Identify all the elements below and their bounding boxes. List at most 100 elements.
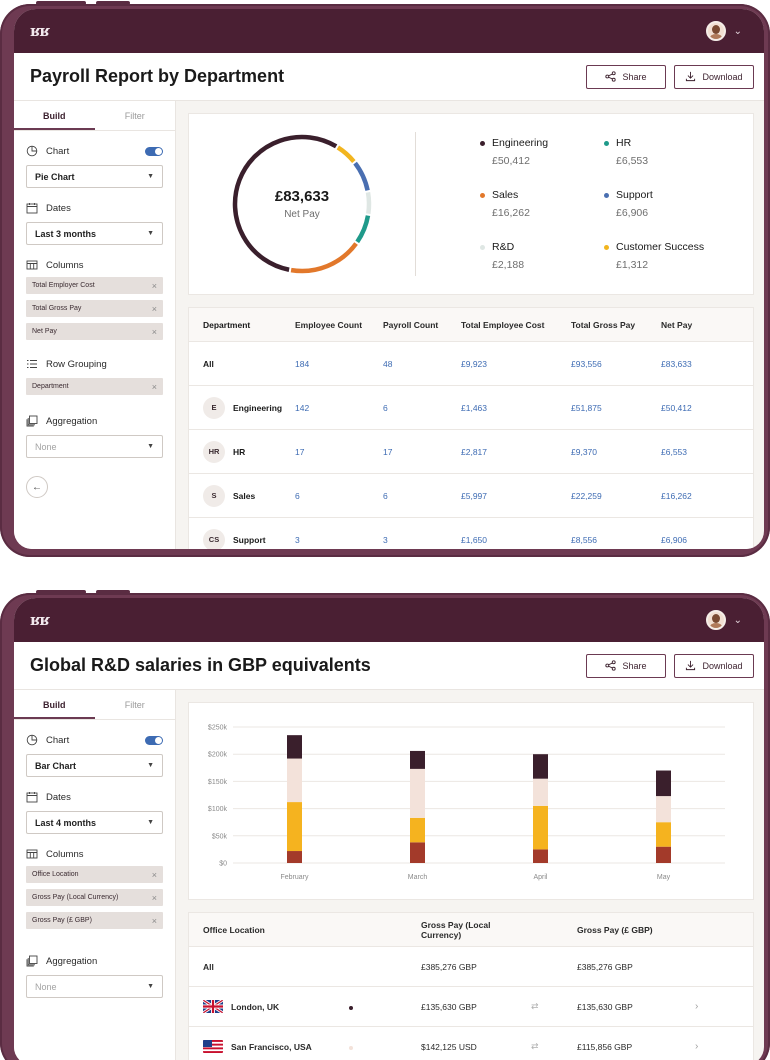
table-row[interactable]: London, UK £135,630 GBP ⇄ £135,630 GBP › xyxy=(189,987,753,1027)
bar-segment-april-3[interactable] xyxy=(533,754,548,779)
donut-slice-sales[interactable] xyxy=(290,242,358,274)
column-chip[interactable]: Total Employer Cost × xyxy=(26,277,163,294)
tab-build[interactable]: Build xyxy=(14,690,95,719)
chevron-right-icon[interactable]: › xyxy=(695,1001,699,1012)
aggregation-select[interactable]: None ▼ xyxy=(26,975,163,998)
app-logo[interactable]: ʁʁ xyxy=(30,611,50,629)
column-chip[interactable]: Total Gross Pay × xyxy=(26,300,163,317)
table-row[interactable]: S Sales 6 6 £5,997 £22,259 £16,262 xyxy=(189,474,753,518)
chart-type-select[interactable]: Bar Chart ▼ xyxy=(26,754,163,777)
chevron-down-icon[interactable]: ⌄ xyxy=(733,614,742,626)
donut-slice-r-d[interactable] xyxy=(365,191,372,214)
table-row[interactable]: CS Support 3 3 £1,650 £8,556 £6,906 xyxy=(189,518,753,549)
chart-toggle[interactable] xyxy=(145,735,163,745)
aggregation-section-label: Aggregation xyxy=(26,415,163,427)
download-icon xyxy=(686,71,696,82)
legend-item-hr[interactable]: HR £6,553 xyxy=(604,137,724,167)
column-chip[interactable]: Gross Pay (Local Currency) × xyxy=(26,889,163,906)
tab-build[interactable]: Build xyxy=(14,101,95,130)
department-badge: HR xyxy=(203,440,225,463)
dates-section-label: Dates xyxy=(26,791,163,803)
chevron-right-icon[interactable]: › xyxy=(695,1041,699,1052)
bar-segment-april-0[interactable] xyxy=(533,849,548,863)
column-chip[interactable]: Gross Pay (£ GBP) × xyxy=(26,912,163,929)
bar-segment-february-0[interactable] xyxy=(287,851,302,863)
chevron-down-icon[interactable]: ⌄ xyxy=(733,25,742,37)
x-tick-label: April xyxy=(533,874,547,881)
legend-swatch xyxy=(480,244,485,250)
legend-item-engineering[interactable]: Engineering £50,412 xyxy=(480,137,604,167)
column-chip[interactable]: Net Pay × xyxy=(26,323,163,340)
chart-icon xyxy=(26,145,38,157)
bar-segment-may-1[interactable] xyxy=(656,822,671,847)
bar-segment-february-1[interactable] xyxy=(287,802,302,852)
dates-select[interactable]: Last 3 months ▼ xyxy=(26,222,163,245)
table-row[interactable]: HR HR 17 17 £2,817 £9,370 £6,553 xyxy=(189,430,753,474)
download-button[interactable]: Download xyxy=(674,653,754,678)
columns-section-label: Columns xyxy=(26,848,163,860)
bar-segment-february-3[interactable] xyxy=(287,735,302,759)
legend-item-rd[interactable]: R&D £2,188 xyxy=(480,241,604,271)
device-frame-payroll: ʁʁ ⌄ Payroll Report by Department Share … xyxy=(0,1,770,557)
bar-segment-march-3[interactable] xyxy=(410,750,425,769)
profile-menu[interactable]: ⌄ xyxy=(705,610,742,630)
chart-type-select[interactable]: Pie Chart ▼ xyxy=(26,165,163,188)
donut-slice-support[interactable] xyxy=(353,161,370,191)
dates-select[interactable]: Last 4 months ▼ xyxy=(26,811,163,834)
table-row[interactable]: E Engineering 142 6 £1,463 £51,875 £50,41… xyxy=(189,386,753,430)
profile-menu[interactable]: ⌄ xyxy=(705,21,742,41)
layers-icon xyxy=(26,955,38,967)
tab-filter[interactable]: Filter xyxy=(124,700,145,710)
swap-icon: ⇄ xyxy=(531,1041,539,1051)
bar-segment-april-1[interactable] xyxy=(533,805,548,850)
remove-icon[interactable]: × xyxy=(151,915,157,926)
legend-item-support[interactable]: Support £6,906 xyxy=(604,189,724,219)
app-logo[interactable]: ʁʁ xyxy=(30,22,50,40)
avatar[interactable] xyxy=(705,610,726,630)
bar-segment-march-0[interactable] xyxy=(410,842,425,863)
dates-section-label: Dates xyxy=(26,202,163,214)
remove-icon[interactable]: × xyxy=(151,326,157,337)
bar-segment-may-3[interactable] xyxy=(656,770,671,797)
bar-segment-february-2[interactable] xyxy=(287,758,302,803)
table-row[interactable]: San Francisco, USA $142,125 USD ⇄ £115,8… xyxy=(189,1027,753,1060)
share-button[interactable]: Share xyxy=(586,64,666,89)
table-row[interactable]: All £385,276 GBP £385,276 GBP xyxy=(189,947,753,987)
remove-icon[interactable]: × xyxy=(151,381,157,392)
net-pay-label: Net Pay xyxy=(284,209,320,220)
bar-segment-march-2[interactable] xyxy=(410,768,425,818)
chart-section-label: Chart xyxy=(26,734,163,746)
download-button[interactable]: Download xyxy=(674,64,754,89)
aggregation-select[interactable]: None ▼ xyxy=(26,435,163,458)
bar-segment-may-0[interactable] xyxy=(656,846,671,863)
bar-segment-may-2[interactable] xyxy=(656,796,671,823)
chart-section-label: Chart xyxy=(26,145,163,157)
table-row[interactable]: All 184 48 £9,923 £93,556 £83,633 xyxy=(189,342,753,386)
chart-toggle[interactable] xyxy=(145,146,163,156)
share-button[interactable]: Share xyxy=(586,653,666,678)
caret-down-icon: ▼ xyxy=(147,983,154,990)
column-chip[interactable]: Office Location × xyxy=(26,866,163,883)
builder-sidebar: Build Filter Chart Bar Chart ▼ Dates Last… xyxy=(14,690,176,1060)
grouping-chip[interactable]: Department × xyxy=(26,378,163,395)
remove-icon[interactable]: × xyxy=(151,280,157,291)
legend-item-sales[interactable]: Sales £16,262 xyxy=(480,189,604,219)
app-screen: ʁʁ ⌄ Global R&D salaries in GBP equivale… xyxy=(14,598,764,1060)
caret-down-icon: ▼ xyxy=(147,230,154,237)
legend-item-customer-success[interactable]: Customer Success £1,312 xyxy=(604,241,724,271)
remove-icon[interactable]: × xyxy=(151,869,157,880)
donut-slice-hr[interactable] xyxy=(355,215,371,244)
remove-icon[interactable]: × xyxy=(151,892,157,903)
donut-slice-engineering[interactable] xyxy=(232,134,338,272)
share-label: Share xyxy=(622,660,647,671)
legend-swatch xyxy=(604,244,609,250)
bar-segment-april-2[interactable] xyxy=(533,778,548,806)
back-arrow-icon[interactable]: ← xyxy=(26,476,48,498)
net-pay-total: £83,633 xyxy=(274,188,330,205)
donut-slice-customer-success[interactable] xyxy=(336,145,356,164)
bar-segment-march-1[interactable] xyxy=(410,817,425,843)
avatar[interactable] xyxy=(705,21,726,41)
caret-down-icon: ▼ xyxy=(147,173,154,180)
tab-filter[interactable]: Filter xyxy=(124,111,145,121)
remove-icon[interactable]: × xyxy=(151,303,157,314)
